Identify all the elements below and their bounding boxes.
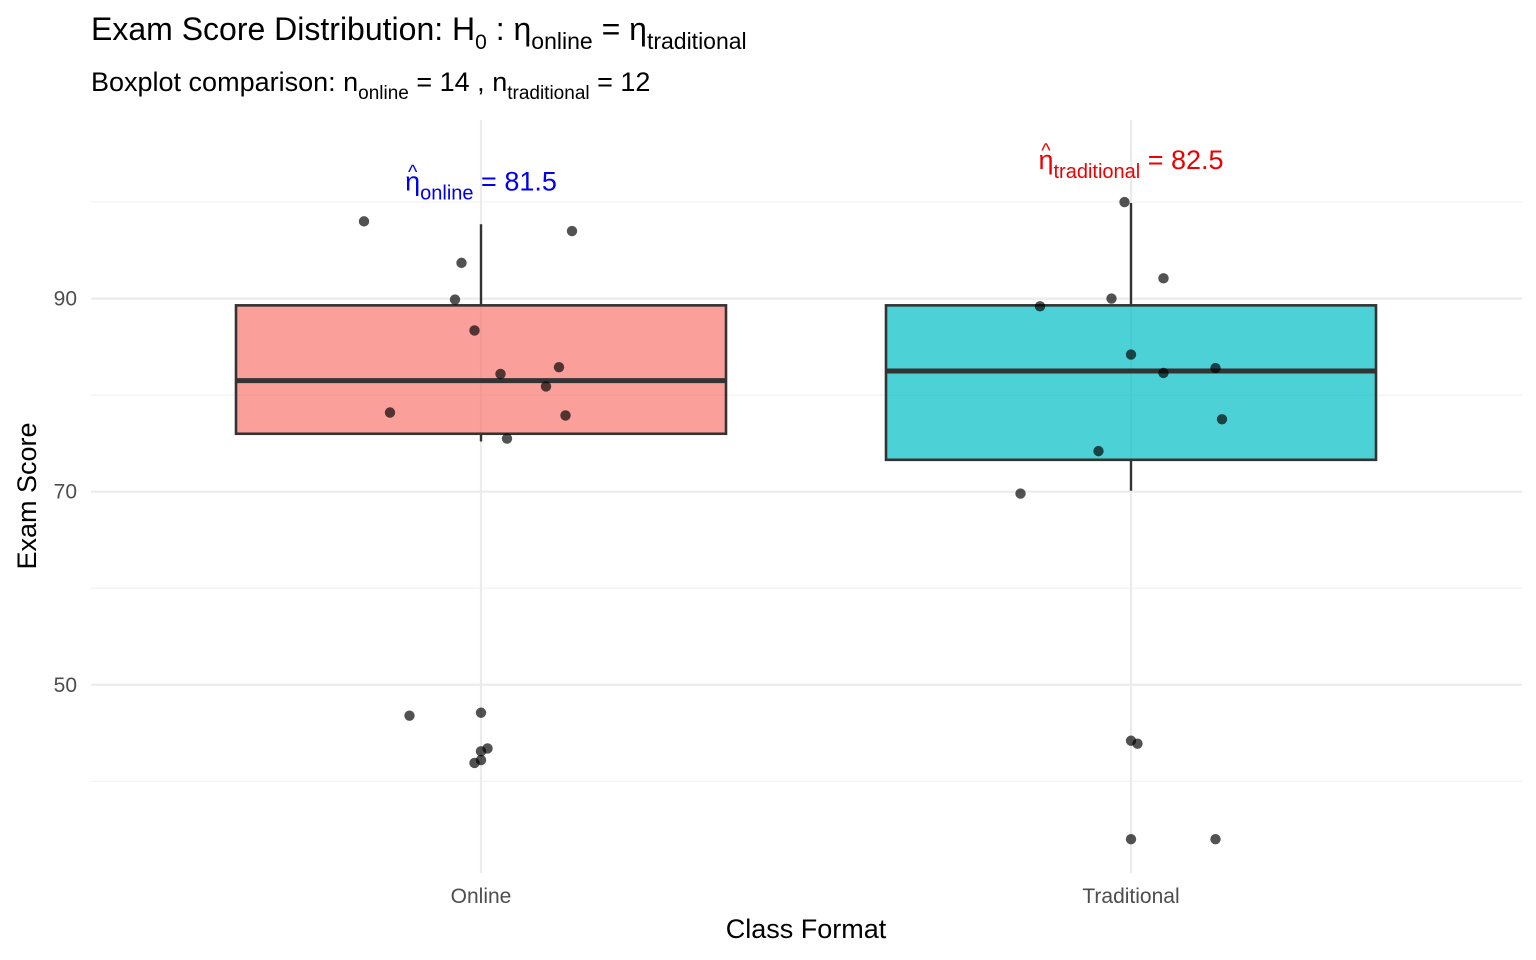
y-tick-label: 70 [54, 481, 77, 504]
median-label-traditional: ηtraditional = 82.5 [1038, 145, 1223, 183]
data-point [1015, 488, 1026, 499]
hat-symbol: ^ [1041, 140, 1051, 162]
data-point [566, 225, 578, 237]
data-point [560, 410, 571, 421]
y-tick-label: 90 [54, 288, 77, 311]
chart-subtitle: Boxplot comparison: nonline = 14 , ntrad… [91, 67, 650, 104]
chart-title: Exam Score Distribution: H0 : ηonline = … [91, 11, 747, 54]
median-label-online: ηonline = 81.5 [405, 166, 557, 204]
data-point [1216, 414, 1228, 425]
data-point [469, 757, 480, 769]
data-point [358, 216, 370, 227]
data-point [456, 257, 467, 269]
data-point [1119, 196, 1130, 208]
tick-labels: 50 70 90 Online Traditional [54, 288, 1180, 908]
data-point [495, 368, 506, 380]
data-point [1125, 834, 1137, 845]
grid-lines [91, 120, 1522, 873]
data-point [553, 361, 565, 373]
data-point [1132, 738, 1143, 749]
data-point [1125, 349, 1137, 360]
data-point [1210, 834, 1221, 845]
x-axis-label: Class Format [726, 914, 887, 944]
data-point [384, 407, 396, 418]
data-point [540, 381, 552, 392]
jitter-points [358, 196, 1228, 845]
data-point [1158, 273, 1169, 284]
x-tick-label: Online [451, 885, 512, 908]
boxplots [234, 203, 1378, 491]
hat-symbol: ^ [408, 161, 418, 183]
data-point [469, 325, 480, 336]
data-point [1106, 293, 1117, 304]
data-point [1093, 445, 1104, 457]
data-point [1158, 367, 1169, 379]
data-point [475, 746, 487, 757]
data-point [449, 294, 461, 305]
data-point [501, 433, 513, 444]
data-point [1034, 301, 1046, 312]
data-point [404, 710, 415, 721]
box-traditional [884, 304, 1378, 462]
box-online [234, 304, 728, 436]
data-point [1210, 362, 1221, 374]
y-axis-label: Exam Score [12, 422, 42, 569]
x-tick-label: Traditional [1082, 885, 1179, 908]
data-point [475, 707, 487, 718]
y-tick-label: 50 [54, 674, 77, 697]
